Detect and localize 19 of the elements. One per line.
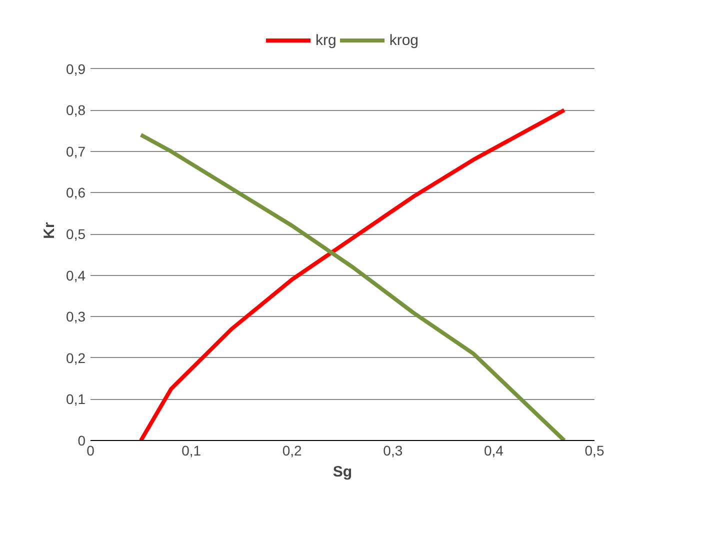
x-tick-label: 0,4 [484,442,504,458]
y-tick-label: 0 [78,432,86,448]
y-tick-label: 0,3 [66,308,86,325]
y-tick-label: 0,7 [66,143,86,160]
y-tick-label: 0,5 [66,226,86,242]
y-tick-label: 0,1 [66,391,86,408]
y-tick-label: 0,2 [66,350,86,366]
x-tick-label: 0,1 [182,442,202,458]
y-tick-label: 0,6 [66,184,86,201]
x-axis-title: Sg [332,464,352,480]
y-tick-label: 0,8 [66,102,86,118]
legend-label: krog [389,32,419,48]
x-tick-label: 0,3 [383,442,403,458]
y-tick-label: 0,4 [66,267,86,284]
x-tick-label: 0,2 [282,442,302,458]
y-tick-label: 0,9 [66,60,86,77]
y-axis-title: Kr [41,222,58,239]
x-tick-label: 0,5 [584,442,604,458]
legend-label: krg [315,32,336,48]
